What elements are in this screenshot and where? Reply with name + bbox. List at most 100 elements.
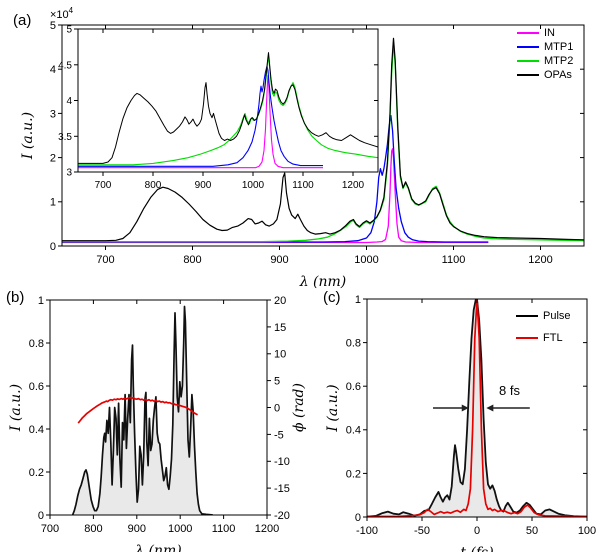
x-tick-label: 1200 [255, 523, 279, 535]
x-tick-label: 50 [526, 525, 538, 537]
panel-c-annotation-arrows [433, 404, 530, 412]
y-tick-label: 0.6 [346, 381, 361, 393]
x-tick-label: 1000 [168, 523, 192, 535]
y-tick-label: 5 [66, 25, 72, 36]
y-right-tick-label: 10 [274, 349, 286, 361]
y-tick-label: 1 [50, 197, 56, 209]
y-tick-label: 0 [38, 510, 44, 522]
y-tick-label: 5 [50, 20, 56, 32]
y-tick-label: 2 [50, 152, 56, 164]
x-tick-label: 1100 [442, 254, 466, 266]
panel-c-series-Pulse-fill [367, 299, 587, 517]
legend-label: MTP2 [544, 54, 574, 67]
y-tick-label: 1 [355, 294, 361, 306]
y-tick-label: 3.5 [58, 132, 72, 143]
pulse-duration-annotation: 8 fs [499, 383, 520, 398]
y-tick-label: 0.2 [346, 468, 361, 480]
legend-label: FTL [543, 331, 563, 344]
legend-label: MTP1 [544, 40, 574, 53]
panel-a-main-frame [61, 24, 585, 247]
panel-c-series-FTL [367, 299, 587, 517]
y-axis-exponent: ×104 [50, 6, 74, 21]
legend-line-IN [517, 32, 539, 34]
y-right-tick-label: -10 [274, 456, 290, 468]
y-tick-label: 0.6 [29, 381, 44, 393]
panel-b-series [71, 305, 213, 515]
y-tick-label: 3 [50, 108, 56, 120]
legend-line-Pulse [516, 315, 538, 317]
legend-panel-c: Pulse FTL [516, 305, 571, 349]
x-tick-label: 1200 [342, 180, 365, 191]
y-tick-label: 0.4 [29, 424, 44, 436]
x-tick-label: 1100 [292, 180, 314, 191]
panel-a-main-series-IN [62, 148, 489, 244]
panel-b-series-phase [77, 396, 198, 424]
legend-line-MTP2 [517, 60, 539, 62]
panel-c-series [367, 299, 587, 517]
panel-b: 700 800 900 1000 1100 1200 0 0.2 0.4 0.6 0.8 1 -20 -1… [8, 295, 307, 552]
y-tick-label: 0 [50, 241, 56, 253]
legend-line-MTP1 [517, 46, 539, 48]
arrow-head [461, 404, 469, 412]
y-right-tick-label: -5 [274, 429, 284, 441]
legend-entry-MTP1: MTP1 [517, 40, 573, 54]
y-right-tick-label: 5 [274, 375, 280, 387]
legend-line-FTL [516, 337, 538, 339]
y-right-axis-label: ϕ (rad) [291, 383, 307, 432]
y-axis-label: I (a.u.) [325, 384, 341, 432]
x-tick-label: 1000 [242, 180, 265, 191]
x-tick-label: 700 [41, 523, 59, 535]
y-tick-label: 0.2 [29, 467, 44, 479]
legend-entry-FTL: FTL [516, 327, 571, 349]
y-right-tick-label: 0 [274, 402, 280, 414]
panel-a-inset: 700 800 900 1000 1100 1200 3 3.5 4 4.5 5 [58, 25, 379, 191]
panel-a-inset-series-MTP1 [78, 65, 323, 167]
panel-b-series-spectrum [71, 305, 213, 515]
legend-line-OPAs [517, 74, 539, 76]
y-tick-label: 0.8 [346, 337, 361, 349]
panel-label-a: (a) [13, 12, 32, 29]
panel-a-main-series [62, 37, 584, 244]
x-tick-label: 900 [270, 254, 288, 266]
y-right-tick-label: -15 [274, 483, 290, 495]
x-axis-label: t (fs) [460, 545, 493, 552]
x-tick-label: 100 [578, 525, 596, 537]
legend-entry-OPAs: OPAs [517, 68, 573, 82]
legend-label: IN [544, 26, 555, 39]
y-axis-label: I (a.u.) [20, 112, 36, 160]
panel-a-main-series-OPAs [62, 37, 584, 242]
panel-c: -100 -50 0 50 100 0 0.2 0.4 0.6 0.8 1 t (fs) I (a.u.… [325, 294, 596, 552]
y-tick-label: 1 [38, 295, 44, 307]
legend-entry-Pulse: Pulse [516, 305, 571, 327]
panel-label-c: (c) [323, 289, 341, 306]
panel-a-inset-series-OPAs [78, 52, 378, 164]
x-tick-label: 1200 [528, 254, 552, 266]
legend-entry-MTP2: MTP2 [517, 54, 573, 68]
panel-b-axes: 700 800 900 1000 1100 1200 0 0.2 0.4 0.6 0.8 1 -20 -1… [8, 295, 307, 552]
x-tick-label: -50 [414, 525, 430, 537]
y-tick-label: 0.8 [29, 338, 44, 350]
x-tick-label: 1000 [354, 254, 378, 266]
x-axis-label: λ (nm) [134, 543, 182, 552]
panel-a-inset-background [78, 29, 378, 172]
x-tick-label: 800 [84, 523, 102, 535]
panel-a-inset-series [78, 52, 378, 169]
panel-label-b: (b) [6, 289, 25, 306]
y-axis-label: I (a.u.) [8, 384, 24, 432]
x-tick-label: 700 [95, 180, 112, 191]
panel-c-axes: -100 -50 0 50 100 0 0.2 0.4 0.6 0.8 1 t (fs) I (a.u.… [325, 294, 596, 552]
y-right-tick-label: -20 [274, 510, 290, 522]
x-tick-label: 900 [128, 523, 146, 535]
panel-a-inset-axes: 700 800 900 1000 1100 1200 3 3.5 4 4.5 5 [58, 25, 378, 191]
legend-label: Pulse [543, 309, 571, 322]
legend-panel-a: IN MTP1 MTP2 OPAs [517, 26, 573, 82]
x-axis-label: λ (nm) [299, 274, 347, 290]
x-tick-label: 700 [96, 254, 114, 266]
x-tick-label: 1100 [212, 523, 236, 535]
y-right-tick-label: 15 [274, 322, 286, 334]
x-tick-label: -100 [356, 525, 378, 537]
x-tick-label: 800 [145, 180, 162, 191]
arrow-head [486, 404, 494, 412]
